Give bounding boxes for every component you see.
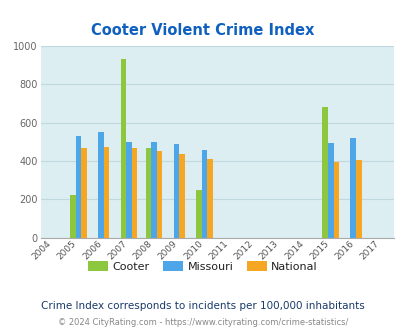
Bar (156, 150, 162, 238)
Text: Cooter Violent Crime Index: Cooter Violent Crime Index (91, 23, 314, 38)
Bar (81, 148, 87, 238)
Bar (98, 132, 103, 238)
Bar (75, 136, 81, 238)
Bar (201, 149, 207, 238)
Bar (173, 144, 179, 238)
Bar (179, 154, 184, 238)
Bar (327, 143, 333, 238)
Bar (207, 159, 212, 238)
Bar (350, 138, 355, 238)
Bar (145, 148, 151, 238)
Bar (333, 162, 338, 238)
Text: Crime Index corresponds to incidents per 100,000 inhabitants: Crime Index corresponds to incidents per… (41, 301, 364, 311)
Bar (151, 142, 156, 238)
Text: © 2024 CityRating.com - https://www.cityrating.com/crime-statistics/: © 2024 CityRating.com - https://www.city… (58, 318, 347, 327)
Bar (70, 194, 75, 238)
Bar (322, 108, 327, 238)
Bar (126, 142, 131, 238)
Bar (131, 148, 137, 238)
Bar (196, 190, 201, 238)
Bar (355, 160, 360, 238)
Legend: Cooter, Missouri, National: Cooter, Missouri, National (83, 257, 322, 277)
Bar (120, 59, 126, 238)
Bar (103, 147, 109, 238)
